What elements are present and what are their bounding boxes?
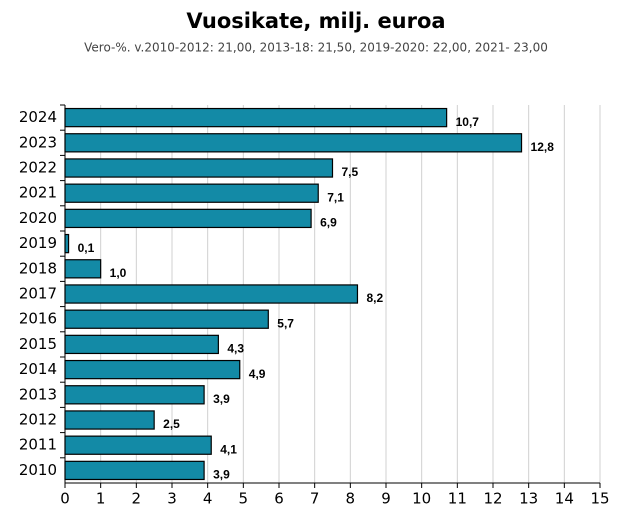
y-tick-label: 2021 — [19, 184, 57, 202]
bar — [64, 233, 70, 254]
x-tick-label: 10 — [412, 490, 431, 508]
value-label: 4,1 — [220, 442, 237, 456]
x-tick-label: 13 — [519, 490, 538, 508]
value-label: 3,9 — [213, 392, 230, 406]
value-label: 3,9 — [213, 468, 230, 482]
x-tick-label: 14 — [555, 490, 574, 508]
bar — [64, 107, 448, 128]
x-tick-label: 5 — [239, 490, 249, 508]
y-tick-label: 2013 — [19, 385, 57, 403]
bar — [64, 259, 102, 279]
bar — [64, 334, 219, 355]
x-tick-label: 2 — [132, 490, 142, 508]
x-tick-label: 15 — [590, 490, 609, 508]
x-tick-label: 11 — [448, 490, 467, 508]
bar — [64, 284, 359, 304]
chart-title: Vuosikate, milj. euroa — [186, 9, 445, 33]
y-tick-label: 2018 — [19, 259, 57, 277]
value-label: 8,2 — [366, 291, 383, 305]
y-tick-label: 2020 — [19, 209, 57, 227]
value-label: 6,9 — [320, 216, 337, 230]
y-tick-label: 2012 — [19, 411, 57, 429]
value-label: 7,5 — [342, 165, 359, 179]
bar — [64, 435, 212, 455]
bar — [64, 385, 205, 405]
y-tick-label: 2010 — [19, 461, 57, 479]
y-tick-label: 2019 — [19, 234, 57, 252]
x-tick-label: 8 — [346, 490, 356, 508]
x-tick-label: 0 — [60, 490, 70, 508]
bar — [64, 460, 205, 481]
bar — [64, 183, 319, 203]
x-tick-label: 4 — [203, 490, 213, 508]
value-label: 1,0 — [110, 266, 127, 280]
y-tick-label: 2017 — [19, 285, 57, 303]
y-tick-label: 2023 — [19, 133, 57, 151]
value-label: 10,7 — [456, 115, 480, 129]
y-tick-label: 2016 — [19, 310, 57, 328]
bar — [64, 133, 523, 153]
value-label: 2,5 — [163, 417, 180, 431]
x-tick-label: 7 — [310, 490, 320, 508]
bar — [64, 158, 334, 178]
x-tick-label: 12 — [483, 490, 502, 508]
x-tick-label: 6 — [274, 490, 284, 508]
y-tick-label: 2024 — [19, 108, 57, 126]
value-label: 4,9 — [249, 367, 266, 381]
x-tick-label: 9 — [381, 490, 391, 508]
x-tick-label: 3 — [167, 490, 177, 508]
bar — [64, 359, 241, 380]
x-tick-label: 1 — [96, 490, 106, 508]
value-label: 4,3 — [227, 342, 244, 356]
bar — [64, 208, 312, 229]
chart-subtitle: Vero-%. v.2010-2012: 21,00, 2013-18: 21,… — [84, 41, 548, 55]
y-tick-label: 2014 — [19, 360, 57, 378]
value-label: 0,1 — [78, 241, 95, 255]
y-tick-label: 2011 — [19, 436, 57, 454]
y-tick-label: 2022 — [19, 159, 57, 177]
y-tick-label: 2015 — [19, 335, 57, 353]
bar — [64, 309, 269, 329]
value-label: 12,8 — [531, 140, 555, 154]
bar — [64, 410, 155, 430]
value-label: 7,1 — [327, 190, 344, 204]
value-label: 5,7 — [277, 316, 294, 330]
